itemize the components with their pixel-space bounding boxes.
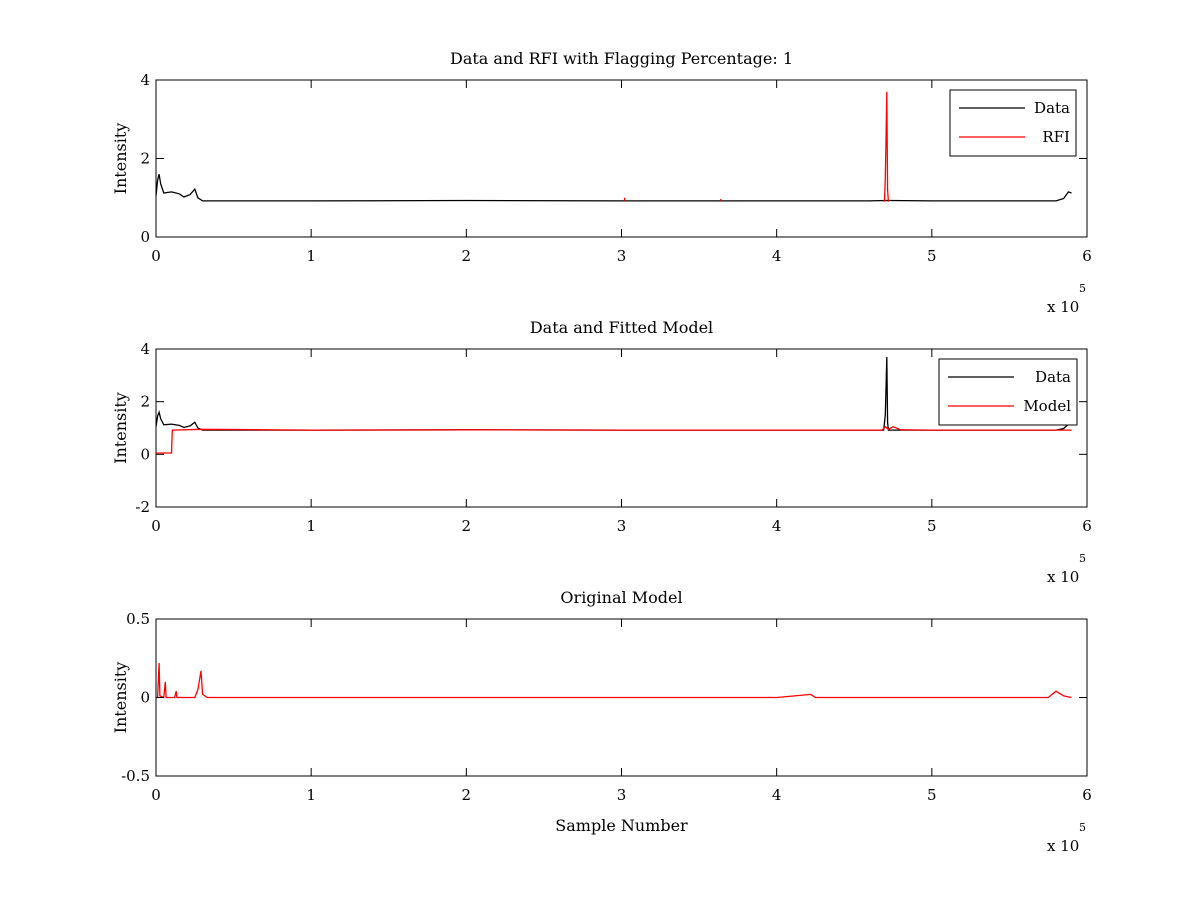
x-axis-exponent-power: 5 [1079,282,1086,295]
legend-label: RFI [1042,128,1070,146]
subplot-1: 0 1 2 3 4 5 6 0 2 4 Data and RFI with Flagging Per… [111,49,1092,316]
x-tick-label: 1 [306,786,316,804]
x-tick-label: 0 [151,517,161,535]
y-axis-label: Intensity [111,662,130,734]
x-tick-label: 6 [1082,517,1092,535]
x-tick-label: 6 [1082,247,1092,265]
y-tick-label: -2 [135,498,150,516]
chart-title: Data and RFI with Flagging Percentage: 1 [450,49,793,68]
x-tick-label: 2 [462,517,472,535]
x-tick-label: 6 [1082,786,1092,804]
x-tick-label: 4 [772,786,782,804]
axes-frame [155,348,1088,508]
x-axis-exponent: x 10 [1047,298,1079,316]
series-line-data [156,174,1072,202]
legend-box [938,358,1078,426]
series-group [156,356,1072,454]
legend-label: Model [1023,397,1071,415]
x-tick-label: 3 [617,517,627,535]
legend: Data RFI [949,89,1077,157]
x-tick-label: 3 [617,247,627,265]
y-axis-label: Intensity [111,123,130,195]
x-tick-label: 1 [306,517,316,535]
chart-title: Original Model [560,588,682,607]
x-tick-label: 0 [151,247,161,265]
series-line-model-0 [156,662,1072,699]
y-tick-label: 4 [140,340,150,358]
x-axis-label: Sample Number [555,816,688,835]
y-tick-label: 0 [140,689,150,707]
y-tick-label: 0.5 [126,610,150,628]
x-tick-label: 1 [306,247,316,265]
x-axis-exponent: x 10 [1047,568,1079,586]
x-tick-label: 3 [617,786,627,804]
axes-frame [155,79,1088,238]
y-tick-label: 2 [140,150,150,168]
y-axis-label: Intensity [111,392,130,464]
series-group [156,91,1072,202]
x-tick-label: 2 [462,786,472,804]
y-tick-label: 0 [140,445,150,463]
x-axis-exponent: x 10 [1047,837,1079,855]
y-tick-label: 0 [140,228,150,246]
x-tick-label: 5 [927,247,937,265]
x-tick-label: 5 [927,517,937,535]
y-tick-label: -0.5 [121,767,150,785]
x-tick-label: 5 [927,786,937,804]
series-line-model [156,425,1072,454]
series-line-rfi [883,91,890,202]
legend-box [949,89,1077,157]
x-axis-exponent-power: 5 [1079,821,1086,834]
legend-label: Data [1034,99,1070,117]
x-tick-label: 4 [772,247,782,265]
x-tick-label: 0 [151,786,161,804]
legend-label: Data [1035,368,1071,386]
y-tick-label: 4 [140,71,150,89]
chart-title: Data and Fitted Model [530,318,713,337]
x-tick-label: 4 [772,517,782,535]
x-tick-label: 2 [462,247,472,265]
y-tick-label: 2 [140,393,150,411]
legend: Data Model [938,358,1078,426]
x-axis-exponent-power: 5 [1079,552,1086,565]
series-group [156,662,1072,699]
